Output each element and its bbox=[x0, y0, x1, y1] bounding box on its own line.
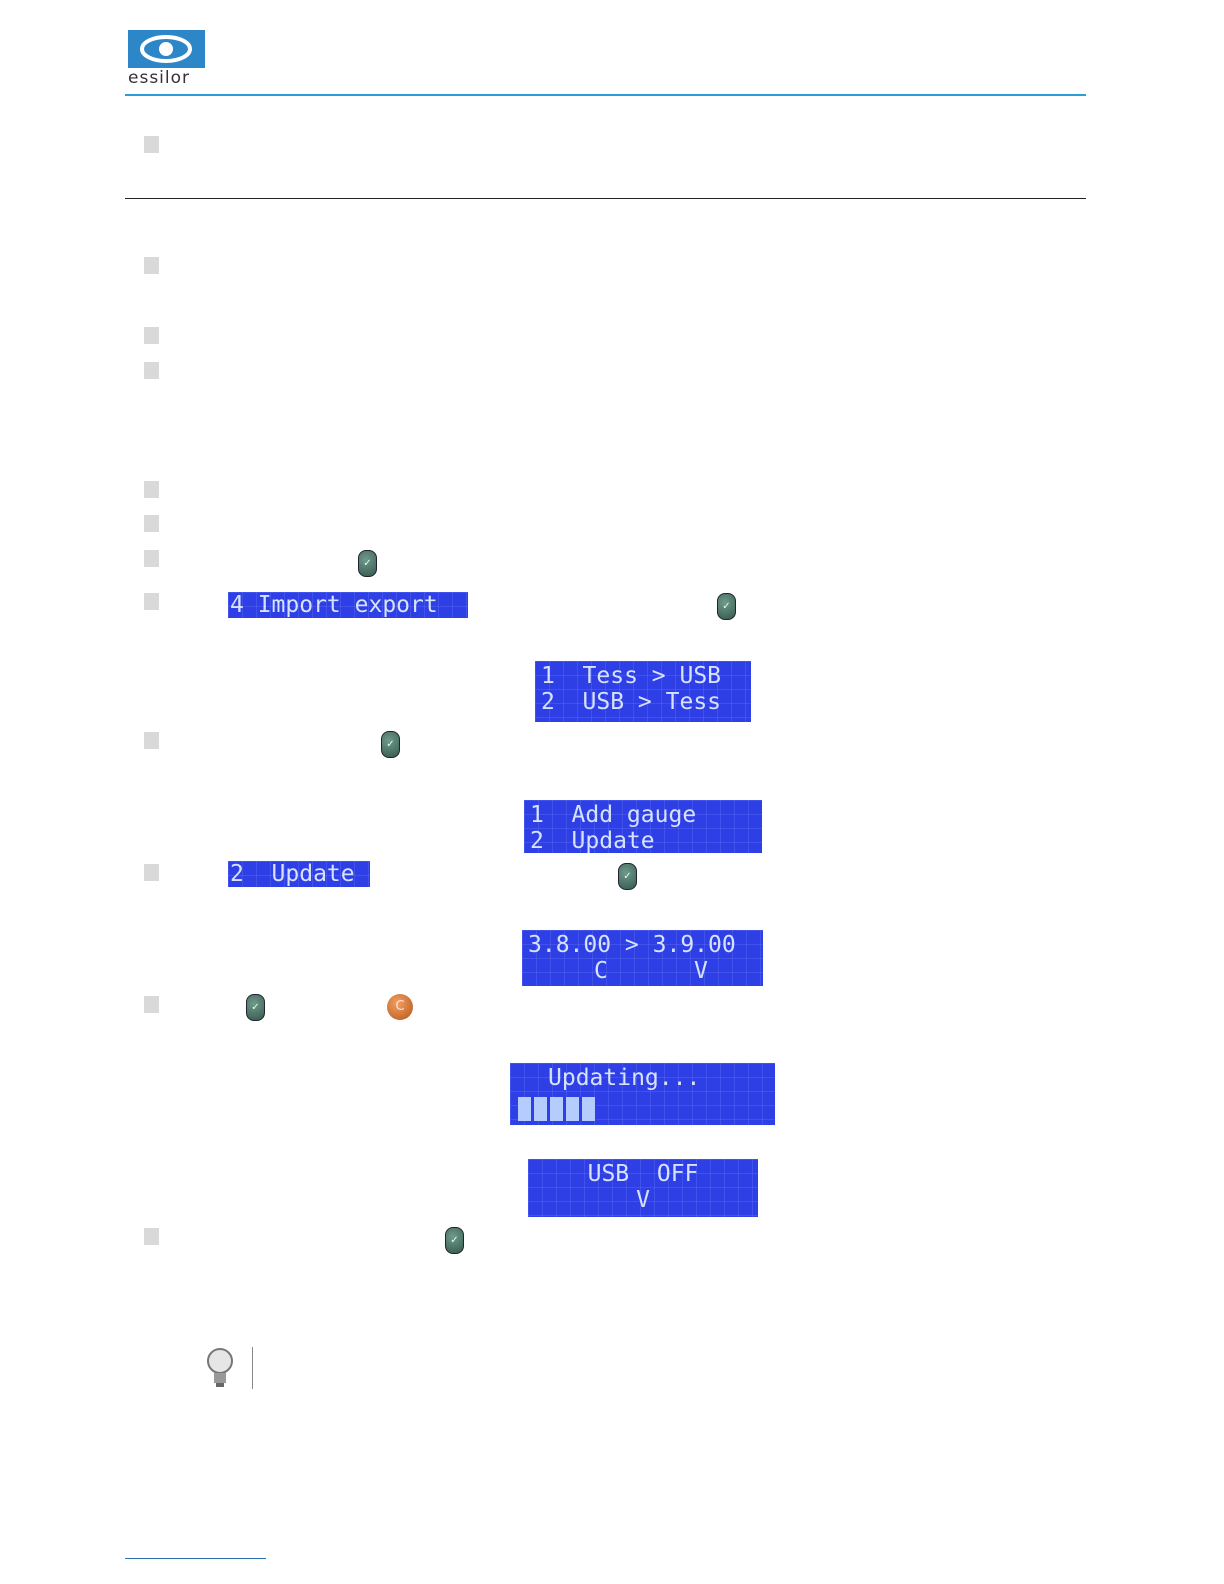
footer-rule bbox=[125, 1558, 266, 1559]
lcd-screen: Updating... bbox=[510, 1063, 775, 1125]
ok-button: ✓ bbox=[618, 863, 637, 890]
bullet bbox=[144, 362, 159, 379]
bullet bbox=[144, 550, 159, 567]
lcd-line: 3.8.00 > 3.9.00 bbox=[528, 932, 736, 958]
lcd-label: C bbox=[594, 958, 608, 984]
ok-button: ✓ bbox=[358, 550, 377, 577]
lcd-line: Updating... bbox=[548, 1065, 701, 1091]
logo-text: essilor bbox=[128, 68, 191, 88]
bullet bbox=[144, 257, 159, 274]
ok-button: ✓ bbox=[246, 994, 265, 1021]
lcd-label: V bbox=[694, 958, 708, 984]
bullet bbox=[144, 481, 159, 498]
header-rule bbox=[125, 94, 1086, 96]
lcd-line: 2 USB > Tess bbox=[541, 689, 722, 715]
ok-button: ✓ bbox=[381, 731, 400, 758]
lcd-line: 2 Update bbox=[530, 828, 655, 854]
bullet bbox=[144, 732, 159, 749]
bullet bbox=[144, 515, 159, 532]
bullet bbox=[144, 1228, 159, 1245]
lcd-screen: USB OFF V bbox=[528, 1159, 758, 1217]
bullet bbox=[144, 136, 159, 153]
lcd-screen: 1 Tess > USB 2 USB > Tess bbox=[535, 661, 751, 722]
lcd-line: 1 Tess > USB bbox=[541, 663, 722, 689]
lcd-screen: 3.8.00 > 3.9.00 C V bbox=[522, 930, 763, 986]
lcd-screen: 1 Add gauge 2 Update bbox=[524, 800, 762, 854]
bullet bbox=[144, 327, 159, 344]
tip-icon bbox=[207, 1348, 233, 1387]
logo-mark bbox=[140, 35, 192, 63]
ok-button: ✓ bbox=[445, 1227, 464, 1254]
section-rule bbox=[125, 198, 1086, 199]
lcd-highlight: 4 Import export bbox=[228, 592, 468, 618]
lcd-line: USB OFF bbox=[587, 1161, 699, 1187]
cancel-button: C bbox=[387, 994, 413, 1020]
bullet bbox=[144, 864, 159, 881]
lcd-line: 1 Add gauge bbox=[530, 802, 697, 828]
progress-bar bbox=[518, 1097, 596, 1121]
tip-rule bbox=[252, 1347, 253, 1389]
logo-box bbox=[128, 30, 205, 68]
lcd-line: V bbox=[636, 1187, 650, 1213]
ok-button: ✓ bbox=[717, 593, 736, 620]
bullet bbox=[144, 996, 159, 1013]
lcd-highlight: 2 Update bbox=[228, 861, 370, 887]
bullet bbox=[144, 593, 159, 610]
